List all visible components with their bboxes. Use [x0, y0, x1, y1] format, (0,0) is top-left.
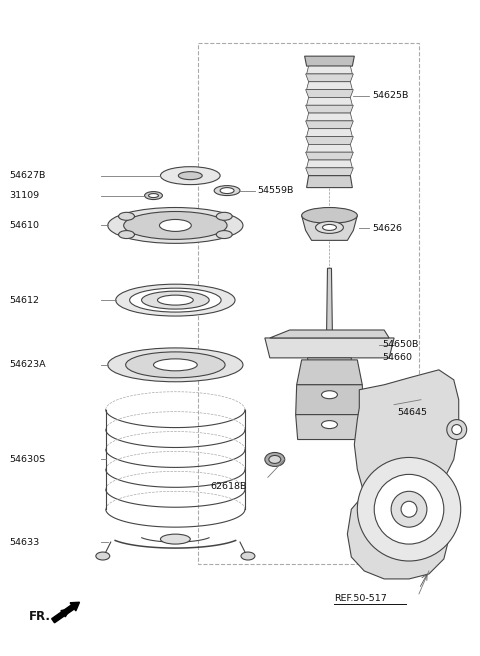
- Polygon shape: [307, 97, 352, 105]
- Ellipse shape: [216, 213, 232, 220]
- Ellipse shape: [220, 188, 234, 194]
- Text: 54623A: 54623A: [9, 360, 46, 369]
- Ellipse shape: [301, 207, 357, 224]
- Polygon shape: [307, 160, 352, 168]
- Ellipse shape: [401, 501, 417, 517]
- Ellipse shape: [447, 420, 467, 440]
- Polygon shape: [306, 152, 353, 160]
- Ellipse shape: [179, 172, 202, 180]
- Polygon shape: [307, 113, 352, 121]
- Ellipse shape: [374, 474, 444, 544]
- Ellipse shape: [452, 424, 462, 434]
- Ellipse shape: [357, 457, 461, 561]
- Text: 62618B: 62618B: [210, 482, 247, 491]
- Ellipse shape: [216, 231, 232, 239]
- Ellipse shape: [322, 391, 337, 399]
- Ellipse shape: [265, 453, 285, 466]
- Polygon shape: [296, 415, 363, 440]
- Polygon shape: [265, 338, 394, 358]
- Polygon shape: [270, 330, 389, 338]
- Polygon shape: [307, 129, 352, 136]
- Text: REF.50-517: REF.50-517: [335, 594, 387, 604]
- Ellipse shape: [108, 207, 243, 243]
- Text: 54626: 54626: [372, 224, 402, 233]
- Text: 54559B: 54559B: [257, 186, 293, 195]
- Ellipse shape: [214, 186, 240, 195]
- Polygon shape: [306, 121, 353, 129]
- Ellipse shape: [96, 552, 110, 560]
- Text: 31109: 31109: [9, 191, 39, 200]
- Polygon shape: [296, 385, 363, 415]
- Text: 54650B: 54650B: [382, 340, 419, 350]
- Text: 54612: 54612: [9, 296, 39, 304]
- Ellipse shape: [241, 552, 255, 560]
- Polygon shape: [307, 176, 352, 188]
- Polygon shape: [307, 66, 352, 74]
- Polygon shape: [306, 105, 353, 113]
- Ellipse shape: [368, 413, 384, 422]
- Text: 54660: 54660: [382, 354, 412, 362]
- Ellipse shape: [126, 352, 225, 378]
- Polygon shape: [306, 74, 353, 82]
- Ellipse shape: [144, 192, 162, 199]
- Ellipse shape: [322, 420, 337, 428]
- Polygon shape: [306, 90, 353, 97]
- Polygon shape: [301, 215, 357, 240]
- Ellipse shape: [124, 211, 227, 239]
- Ellipse shape: [148, 194, 158, 197]
- Ellipse shape: [323, 224, 336, 230]
- Ellipse shape: [116, 284, 235, 316]
- Polygon shape: [308, 358, 351, 430]
- Ellipse shape: [159, 220, 192, 232]
- FancyArrow shape: [52, 602, 80, 623]
- Ellipse shape: [142, 291, 209, 309]
- Text: 54627B: 54627B: [9, 171, 46, 180]
- Ellipse shape: [391, 491, 427, 527]
- Ellipse shape: [157, 295, 193, 305]
- Polygon shape: [305, 56, 354, 66]
- Polygon shape: [306, 136, 353, 144]
- Ellipse shape: [130, 288, 221, 312]
- Polygon shape: [307, 144, 352, 152]
- Text: 54625B: 54625B: [372, 91, 408, 100]
- Ellipse shape: [160, 167, 220, 184]
- Ellipse shape: [269, 455, 281, 463]
- Ellipse shape: [315, 222, 343, 234]
- Bar: [198, 43, 419, 564]
- Text: 54633: 54633: [9, 537, 39, 546]
- Polygon shape: [348, 370, 459, 579]
- Polygon shape: [326, 268, 333, 338]
- Polygon shape: [297, 360, 362, 385]
- Text: 54630S: 54630S: [9, 455, 46, 464]
- Text: 54610: 54610: [9, 221, 39, 230]
- Polygon shape: [306, 168, 353, 176]
- Ellipse shape: [119, 213, 134, 220]
- Ellipse shape: [119, 231, 134, 239]
- Ellipse shape: [108, 348, 243, 382]
- Ellipse shape: [154, 359, 197, 371]
- Polygon shape: [307, 82, 352, 90]
- Text: 54645: 54645: [397, 408, 427, 417]
- Ellipse shape: [160, 534, 190, 544]
- Text: FR.: FR.: [29, 610, 51, 623]
